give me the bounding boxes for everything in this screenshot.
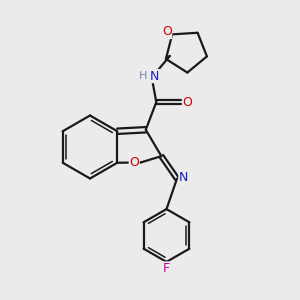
Text: N: N xyxy=(150,70,160,83)
Text: O: O xyxy=(182,96,192,109)
Text: N: N xyxy=(179,171,188,184)
Text: O: O xyxy=(129,156,139,169)
Text: F: F xyxy=(163,262,170,275)
Text: H: H xyxy=(139,71,147,81)
Text: O: O xyxy=(162,26,172,38)
